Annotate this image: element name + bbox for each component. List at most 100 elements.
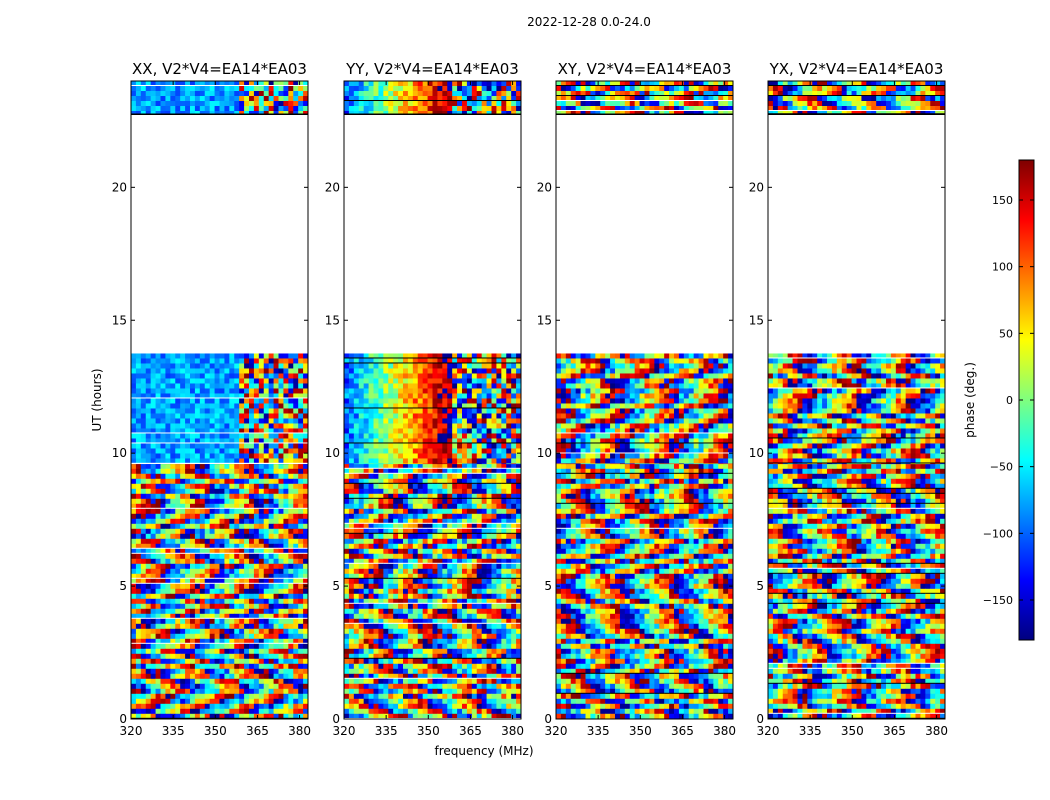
heatmap-cell (373, 543, 379, 550)
heatmap-cell (185, 428, 191, 434)
heatmap-cell (462, 543, 468, 550)
heatmap-cell (278, 598, 284, 605)
heatmap-cell (293, 96, 299, 102)
heatmap-cell (170, 688, 176, 695)
heatmap-cell (283, 618, 289, 625)
heatmap-cell (393, 658, 399, 665)
heatmap-cell (224, 363, 230, 369)
heatmap-cell (209, 678, 215, 685)
heatmap-cell (278, 703, 284, 710)
heatmap-cell (388, 703, 394, 710)
heatmap-cell (155, 463, 161, 470)
heatmap-cell (476, 533, 483, 540)
heatmap-cell (393, 688, 399, 695)
heatmap-cell (378, 498, 384, 505)
heatmap-cell (194, 533, 201, 540)
heatmap-cell (462, 358, 468, 364)
heatmap-cell (486, 513, 492, 520)
heatmap-cell (278, 558, 284, 565)
heatmap-cell (170, 633, 176, 640)
heatmap-cell (249, 493, 255, 500)
heatmap-cell (155, 488, 161, 495)
heatmap-cell (214, 448, 220, 454)
heatmap-cell (491, 668, 497, 675)
heatmap-cell (417, 613, 424, 620)
heatmap-cell (471, 618, 478, 625)
heatmap-cell (253, 91, 260, 97)
heatmap-cell (437, 623, 443, 630)
heatmap-cell (417, 693, 424, 700)
heatmap-cell (185, 603, 191, 610)
heatmap-cell (165, 623, 171, 630)
heatmap-cell (506, 528, 512, 535)
heatmap-cell (268, 628, 274, 635)
heatmap-cell (353, 528, 360, 535)
heatmap-cell (486, 663, 492, 670)
heatmap-cell (160, 698, 166, 705)
heatmap-cell (234, 91, 240, 97)
heatmap-cell (140, 713, 147, 720)
heatmap-cell (293, 513, 299, 520)
heatmap-cell (165, 538, 171, 545)
heatmap-cell (249, 373, 255, 379)
heatmap-cell (229, 363, 235, 369)
heatmap-cell (506, 628, 512, 635)
heatmap-cell (278, 493, 284, 500)
heatmap-cell (506, 523, 512, 530)
heatmap-cell (214, 493, 220, 500)
heatmap-cell (224, 543, 230, 550)
heatmap-cell (378, 553, 384, 560)
heatmap-cell (501, 463, 507, 470)
heatmap-cell (244, 708, 250, 715)
heatmap-cell (516, 528, 522, 535)
heatmap-cell (258, 568, 265, 575)
heatmap-cell (398, 548, 404, 555)
heatmap-cell (288, 403, 294, 409)
heatmap-cell (363, 633, 369, 640)
heatmap-cell (303, 663, 309, 670)
heatmap-cell (373, 553, 379, 560)
heatmap-cell (165, 393, 171, 399)
heatmap-cell (145, 633, 152, 640)
heatmap-cell (219, 448, 225, 454)
heatmap-cell (466, 563, 473, 570)
heatmap-cell (145, 438, 152, 444)
heatmap-cell (150, 698, 156, 705)
heatmap-cell (150, 558, 156, 565)
heatmap-cell (476, 593, 483, 600)
heatmap-cell (462, 488, 468, 495)
heatmap-cell (165, 513, 171, 520)
heatmap-cell (452, 623, 458, 630)
heatmap-cell (486, 468, 492, 475)
heatmap-cell (145, 433, 152, 439)
heatmap-cell (175, 693, 181, 700)
heatmap-cell (481, 353, 487, 359)
heatmap-cell (496, 508, 502, 515)
heatmap-cell (131, 403, 137, 409)
heatmap-cell (131, 533, 137, 540)
heatmap-cell (268, 418, 274, 424)
heatmap-cell (412, 543, 419, 550)
heatmap-cell (378, 588, 384, 595)
heatmap-cell (471, 623, 478, 630)
heatmap-cell (185, 408, 191, 414)
heatmap-cell (511, 708, 517, 715)
heatmap-cell (239, 643, 245, 650)
heatmap-cell (145, 648, 152, 655)
heatmap-cell (244, 473, 250, 480)
heatmap-cell (452, 553, 458, 560)
heatmap-cell (496, 693, 502, 700)
heatmap-cell (344, 523, 350, 530)
heatmap-cell (194, 398, 201, 404)
heatmap-cell (462, 508, 468, 515)
heatmap-cell (204, 433, 211, 439)
row-separator (344, 522, 521, 524)
heatmap-cell (348, 678, 355, 685)
heatmap-cell (283, 663, 289, 670)
heatmap-cell (278, 403, 284, 409)
heatmap-cell (412, 463, 419, 470)
heatmap-cell (209, 96, 215, 102)
heatmap-cell (496, 473, 502, 480)
heatmap-cell (516, 468, 522, 475)
heatmap-cell (462, 663, 468, 670)
